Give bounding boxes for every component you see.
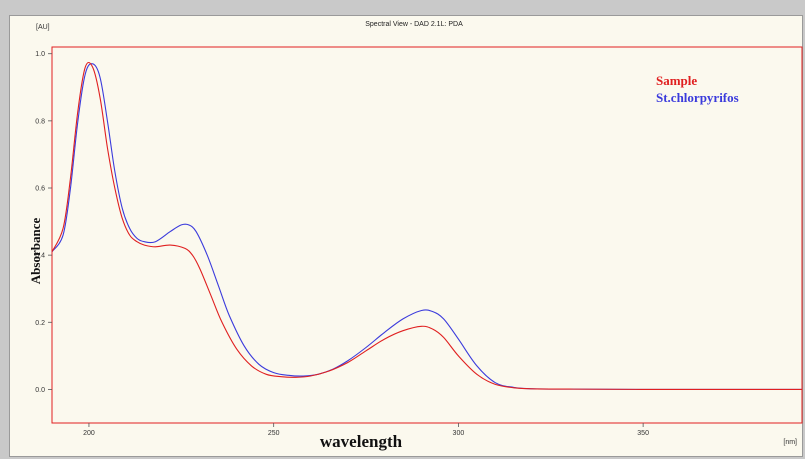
legend-st-chlorpyrifos: St.chlorpyrifos <box>656 90 739 105</box>
y-tick-label: 1.0 <box>35 51 45 58</box>
legend-sample: Sample <box>656 73 697 88</box>
chart-title: Spectral View - DAD 2.1L: PDA <box>365 21 463 28</box>
series-line-sample <box>51 61 803 390</box>
y-tick-label: 0.4 <box>35 253 45 260</box>
y-tick-label: 0.0 <box>35 387 45 394</box>
series-line-st-chlorpyrifos <box>51 63 803 390</box>
x-unit-label: [nm] <box>783 439 797 446</box>
y-tick-label: 0.6 <box>35 186 45 193</box>
x-axis-label: wavelength <box>320 432 403 451</box>
x-tick-label: 200 <box>83 430 95 437</box>
y-axis-label: Absorbance <box>28 218 43 285</box>
spectral-view-panel: Spectral View - DAD 2.1L: PDA [AU] [nm] … <box>9 15 803 457</box>
y-tick-label: 0.8 <box>35 118 45 125</box>
x-tick-label: 300 <box>453 430 465 437</box>
spectrum-chart: Spectral View - DAD 2.1L: PDA [AU] [nm] … <box>28 21 803 451</box>
y-tick-label: 0.2 <box>35 320 45 327</box>
y-unit-label: [AU] <box>36 24 50 31</box>
x-tick-label: 350 <box>637 430 649 437</box>
x-tick-label: 250 <box>268 430 280 437</box>
plot-area-frame <box>51 46 803 424</box>
